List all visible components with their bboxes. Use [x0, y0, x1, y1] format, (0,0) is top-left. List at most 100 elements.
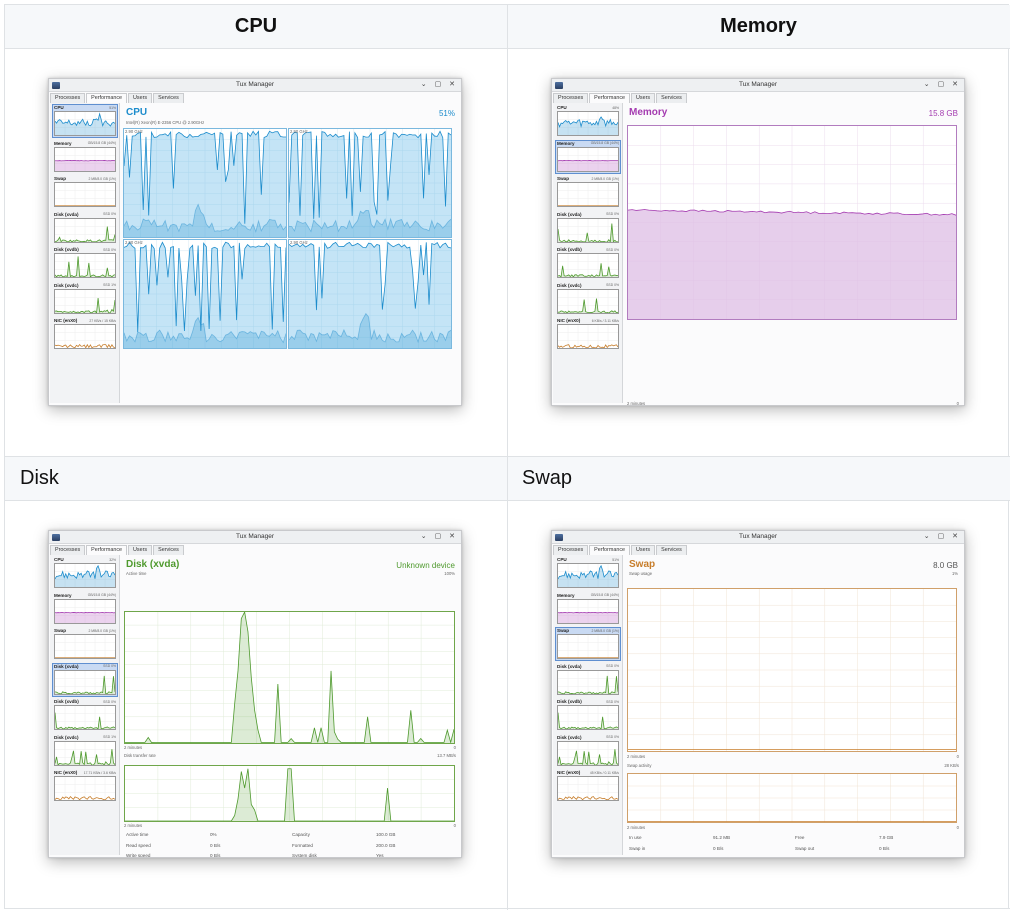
tab-processes[interactable]: Processes — [50, 93, 86, 103]
sidebar-item-value: SSD 0% — [606, 699, 619, 704]
sidebar-item-swap[interactable]: Swap 2 MB/8.0 GB (1%) — [555, 627, 621, 661]
time-axis-label: 2 minutes — [627, 754, 646, 759]
active-time-label: Active time — [126, 571, 147, 576]
title-bar[interactable]: Tux Manager ⌄ ▢ ✕ — [552, 531, 964, 544]
title-bar[interactable]: Tux Manager ⌄ ▢ ✕ — [49, 79, 461, 92]
sidebar-item-label: Disk (xvdc) — [54, 282, 79, 288]
sidebar-item-label: Disk (xvdb) — [557, 699, 582, 704]
sidebar-mini-graph — [54, 288, 116, 314]
sidebar-item-memory[interactable]: Memory GB/15.8 GB (44%) — [555, 139, 621, 174]
sidebar-item-value: 2 MB/8.0 GB (1%) — [591, 176, 619, 181]
cpu-kernel-area — [124, 204, 286, 237]
sidebar-item-label: CPU — [54, 105, 64, 110]
sidebar-item-cpu[interactable]: CPU 51% — [555, 556, 621, 590]
tab-processes[interactable]: Processes — [553, 93, 589, 103]
sidebar-item-disk-xvda[interactable]: Disk (xvda) SSD 0% — [555, 663, 621, 697]
sidebar-item-nic-enx0[interactable]: NIC (enX0) 27 KB/s / 15 KB/s — [52, 317, 118, 351]
sidebar-item-value: GB/15.8 GB (44%) — [590, 141, 619, 145]
window-controls-icon[interactable]: ⌄ ▢ ✕ — [420, 533, 458, 540]
mini-area — [55, 611, 115, 623]
sidebar-mini-graph — [557, 253, 619, 278]
mini-line — [558, 675, 618, 694]
mini-area — [558, 159, 618, 171]
time-axis-label: 2 minutes — [124, 823, 143, 828]
sidebar-item-value: 27 KB/s / 15 KB/s — [89, 318, 116, 323]
sidebar-item-cpu[interactable]: CPU 32% — [52, 556, 118, 590]
sidebar-mini-graph — [54, 669, 116, 695]
sidebar-item-cpu[interactable]: CPU 51% — [52, 104, 118, 138]
tab-services[interactable]: Services — [153, 545, 184, 555]
sidebar-item-label: Memory — [54, 592, 72, 598]
sidebar-item-swap[interactable]: Swap 2 MB/8.0 GB (1%) — [52, 175, 118, 209]
sidebar-item-memory[interactable]: Memory GB/15.8 GB (44%) — [555, 592, 621, 626]
mini-line — [55, 564, 115, 580]
sidebar-item-disk-xvdc[interactable]: Disk (xvdc) SSD 0% — [555, 734, 621, 768]
tab-users[interactable]: Users — [631, 93, 656, 103]
sidebar-item-disk-xvda[interactable]: Disk (xvda) SSD 0% — [52, 211, 118, 245]
tab-users[interactable]: Users — [128, 545, 153, 555]
sidebar-item-cpu[interactable]: CPU 48% — [555, 104, 621, 138]
axis-zero-label: 0 — [956, 754, 959, 759]
sidebar-item-value: 51% — [612, 557, 619, 562]
tab-performance[interactable]: Performance — [86, 93, 128, 103]
cpu-core-line — [124, 241, 286, 332]
sidebar-item-disk-xvdb[interactable]: Disk (xvdb) SSD 0% — [52, 698, 118, 732]
tab-performance[interactable]: Performance — [589, 93, 631, 103]
disk-transfer-area — [125, 768, 454, 821]
sidebar-item-disk-xvda[interactable]: Disk (xvda) SSD 0% — [52, 662, 118, 697]
disk-active-graph — [124, 611, 455, 744]
sidebar-mini-graph — [54, 217, 116, 243]
tab-services[interactable]: Services — [656, 93, 687, 103]
mini-area — [558, 116, 618, 135]
window-controls-icon[interactable]: ⌄ ▢ ✕ — [923, 81, 961, 88]
tab-processes[interactable]: Processes — [553, 545, 589, 555]
sidebar-item-swap[interactable]: Swap 2 MB/8.0 GB (1%) — [52, 627, 118, 661]
tab-services[interactable]: Services — [153, 93, 184, 103]
sidebar-mini-graph — [54, 324, 116, 349]
sidebar-item-nic-enx0[interactable]: NIC (enX0) 45 KB/s / 0.11 KB/s — [555, 769, 621, 803]
stat-label: Capacity — [292, 832, 310, 837]
sidebar-item-label: Disk (xvdc) — [557, 282, 582, 288]
tab-performance[interactable]: Performance — [589, 545, 631, 555]
sidebar-item-disk-xvdc[interactable]: Disk (xvdc) SSD 0% — [555, 282, 621, 316]
tab-users[interactable]: Users — [128, 93, 153, 103]
sidebar-item-label: Disk (xvdc) — [54, 734, 79, 740]
sidebar-item-disk-xvdc[interactable]: Disk (xvdc) SSD 1% — [52, 734, 118, 768]
mini-area — [558, 712, 618, 729]
cpu-kernel-line — [289, 312, 451, 344]
sidebar-item-memory[interactable]: Memory GB/15.8 GB (44%) — [52, 140, 118, 174]
sidebar-item-nic-enx0[interactable]: NIC (enX0) 6 KB/s / 3.11 KB/s — [555, 317, 621, 351]
tab-performance[interactable]: Performance — [86, 545, 128, 555]
sidebar-item-memory[interactable]: Memory GB/15.8 GB (44%) — [52, 592, 118, 626]
sidebar-mini-graph — [557, 740, 619, 766]
cpu-core-area — [289, 242, 451, 348]
mini-area — [55, 748, 115, 765]
tab-processes[interactable]: Processes — [50, 545, 86, 555]
mini-area — [558, 298, 618, 313]
sidebar-item-swap[interactable]: Swap 2 MB/8.0 GB (1%) — [555, 175, 621, 209]
sidebar-item-value: SSD 1% — [103, 283, 116, 287]
sidebar-item-disk-xvdb[interactable]: Disk (xvdb) SSD 0% — [555, 698, 621, 732]
sidebar-item-disk-xvda[interactable]: Disk (xvda) SSD 0% — [555, 211, 621, 245]
axis-zero-label: 0 — [956, 401, 959, 406]
title-bar[interactable]: Tux Manager ⌄ ▢ ✕ — [552, 79, 964, 92]
tab-users[interactable]: Users — [631, 545, 656, 555]
mini-line — [55, 748, 115, 765]
sidebar-item-disk-xvdb[interactable]: Disk (xvdb) SSD 0% — [555, 246, 621, 280]
resource-sidebar: CPU 51% Memory GB/15.8 GB (44%) Swap 2 MB/8.0… — [553, 555, 623, 855]
sidebar-item-disk-xvdb[interactable]: Disk (xvdb) SSD 0% — [52, 246, 118, 280]
sidebar-item-nic-enx0[interactable]: NIC (enX0) 17.71 KB/s / 3.6 KB/s — [52, 769, 118, 803]
panel-value: 15.8 GB — [928, 109, 958, 118]
window-controls-icon[interactable]: ⌄ ▢ ✕ — [420, 81, 458, 88]
window-controls-icon[interactable]: ⌄ ▢ ✕ — [923, 533, 961, 540]
cpu-kernel-area — [124, 317, 286, 348]
title-bar[interactable]: Tux Manager ⌄ ▢ ✕ — [49, 531, 461, 544]
axis-zero-label: 0 — [956, 825, 959, 830]
sidebar-item-disk-xvdc[interactable]: Disk (xvdc) SSD 1% — [52, 282, 118, 316]
stat-value: 0 B/s — [713, 845, 724, 851]
tab-services[interactable]: Services — [656, 545, 687, 555]
mini-line — [558, 712, 618, 729]
mini-line — [558, 116, 618, 128]
sidebar-item-value: 51% — [109, 105, 116, 110]
sidebar-item-value: 2 MB/8.0 GB (1%) — [88, 176, 116, 181]
